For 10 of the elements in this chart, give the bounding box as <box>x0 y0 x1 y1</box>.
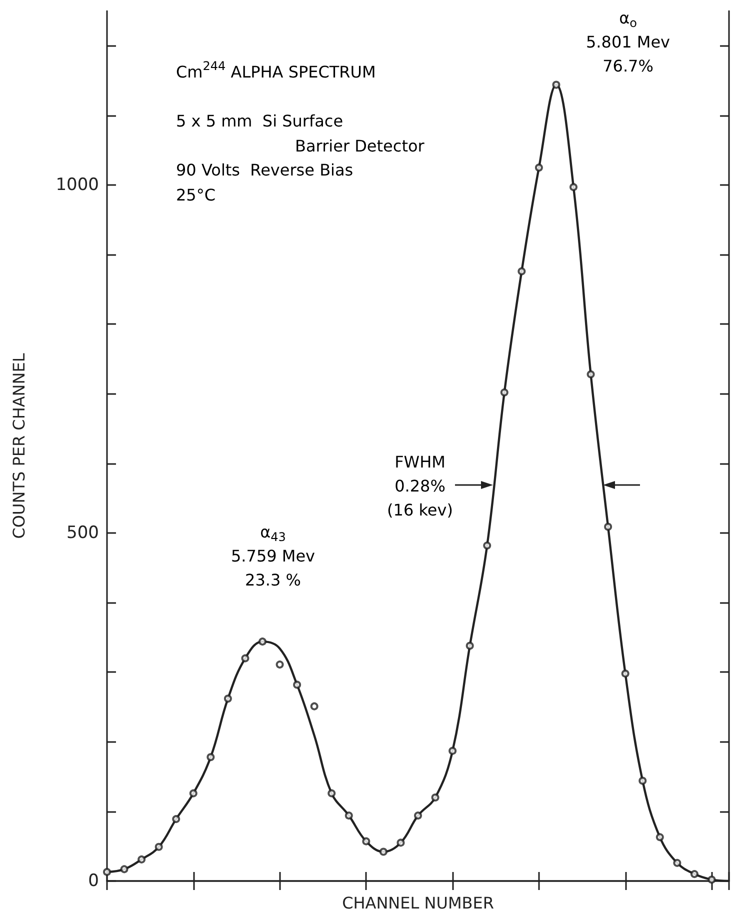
annotation: 25°C <box>176 186 216 204</box>
y-axis-title: COUNTS PER CHANNEL <box>10 353 28 539</box>
annotation: 90 Volts Reverse Bias <box>176 160 354 180</box>
annotation: Barrier Detector <box>295 136 425 156</box>
annotation: FWHM 0.28% (16 kev) <box>387 452 453 520</box>
y-tick-label: 500 <box>66 523 99 543</box>
y-tick-label: 1000 <box>56 175 99 195</box>
y-tick-label: 0 <box>88 871 99 891</box>
annotation: 5 x 5 mm Si Surface <box>176 112 344 130</box>
x-axis-title: CHANNEL NUMBER <box>342 894 494 912</box>
